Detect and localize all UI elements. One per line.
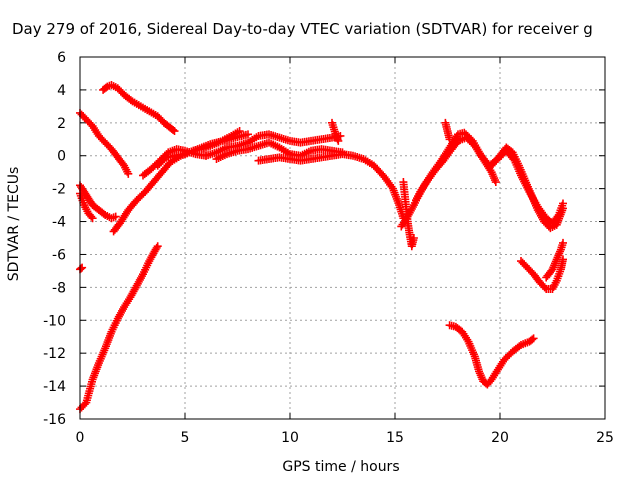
x-tick-labels: 0 5 10 15 20 25 xyxy=(76,430,614,446)
series-19 xyxy=(517,255,567,294)
data-point xyxy=(244,130,252,139)
data-point xyxy=(529,334,538,343)
data-point xyxy=(169,125,178,134)
series-2 xyxy=(76,181,120,223)
data-point xyxy=(87,212,96,221)
series-15 xyxy=(412,128,567,228)
grid xyxy=(79,56,606,420)
x-tick-label: 20 xyxy=(491,430,509,446)
data-point xyxy=(170,127,179,136)
data-point xyxy=(152,243,161,252)
data-point xyxy=(491,178,500,187)
series-17 xyxy=(487,143,567,233)
x-tick-label: 0 xyxy=(76,430,85,446)
data-point xyxy=(334,136,343,145)
data-points xyxy=(76,80,567,414)
series-4 xyxy=(76,263,87,274)
data-point xyxy=(445,135,454,144)
data-point xyxy=(528,335,537,344)
data-point xyxy=(78,263,87,272)
series-12 xyxy=(328,118,343,145)
plot-frame xyxy=(79,56,606,420)
data-point xyxy=(77,264,86,273)
x-tick-label: 5 xyxy=(181,430,190,446)
y-tick-label: 6 xyxy=(57,50,66,66)
x-axis-label: GPS time / hours xyxy=(282,459,399,475)
x-tick-label: 25 xyxy=(596,430,614,446)
data-point xyxy=(153,242,162,251)
y-axis-label: SDTVAR / TECUs xyxy=(6,167,22,282)
y-tick-label: -12 xyxy=(43,346,66,362)
series-11 xyxy=(254,150,408,223)
y-tick-label: 2 xyxy=(57,116,66,132)
data-point xyxy=(559,238,567,247)
x-tick-label: 15 xyxy=(386,430,404,446)
y-tick-label: 4 xyxy=(57,83,66,99)
chart-title: Day 279 of 2016, Sidereal Day-to-day VTE… xyxy=(12,20,593,38)
series-16 xyxy=(441,118,454,144)
series-18 xyxy=(445,321,538,389)
y-tick-label: 0 xyxy=(57,149,66,165)
data-point xyxy=(559,204,567,213)
y-tick-label: -4 xyxy=(52,215,66,231)
series-8 xyxy=(153,130,252,170)
y-tick-labels: -16 -14 -12 -10 -8 -6 -4 -2 0 2 4 6 xyxy=(43,50,66,428)
y-tick-label: -6 xyxy=(52,247,66,263)
y-tick-label: -2 xyxy=(52,182,66,198)
series-20 xyxy=(542,238,567,282)
y-tick-label: -14 xyxy=(43,379,66,395)
y-tick-label: -16 xyxy=(43,412,66,428)
data-point xyxy=(540,283,549,292)
data-point xyxy=(88,214,97,223)
series-1 xyxy=(76,108,133,178)
series-0 xyxy=(99,80,179,136)
data-point xyxy=(111,212,120,221)
series-5 xyxy=(76,242,162,414)
y-tick-label: -10 xyxy=(43,313,66,329)
x-tick-label: 10 xyxy=(281,430,299,446)
series-13 xyxy=(399,178,418,251)
y-tick-label: -8 xyxy=(52,280,66,296)
data-point xyxy=(124,169,133,178)
data-point xyxy=(409,234,418,242)
